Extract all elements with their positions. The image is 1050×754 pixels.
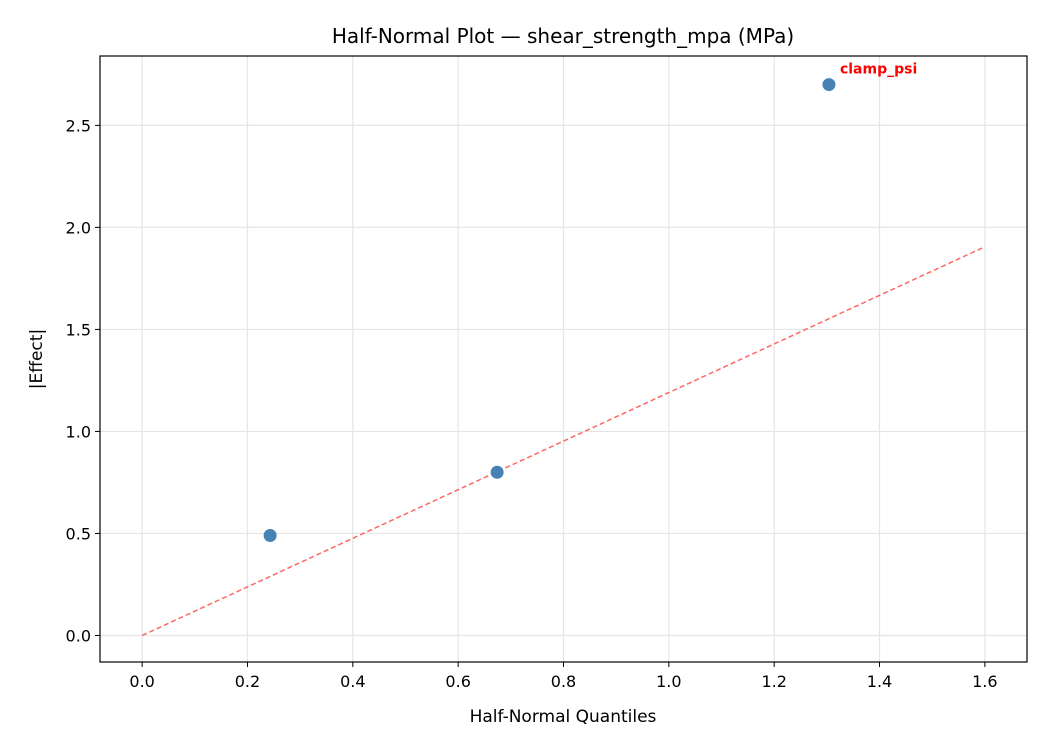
x-tick-label: 1.2	[761, 672, 786, 691]
y-tick-label: 0.5	[66, 524, 91, 543]
x-tick-label: 0.6	[445, 672, 470, 691]
x-tick-label: 1.0	[656, 672, 681, 691]
x-tick-label: 1.6	[972, 672, 997, 691]
chart-title: Half-Normal Plot — shear_strength_mpa (M…	[332, 24, 794, 48]
reference-line	[141, 246, 986, 637]
data-point	[822, 78, 836, 92]
y-tick-label: 2.0	[66, 218, 91, 237]
y-axis-label: |Effect|	[27, 329, 47, 389]
grid	[100, 56, 1027, 662]
x-tick-label: 0.2	[235, 672, 260, 691]
data-point	[490, 465, 504, 479]
y-axis: 0.0 0.5 1.0 1.5 2.0 2.5	[66, 116, 100, 645]
x-axis: 0.0 0.2 0.4 0.6 0.8 1.0 1.2 1.4 1.6	[129, 662, 998, 691]
y-tick-label: 0.0	[66, 626, 91, 645]
y-tick-label: 1.5	[66, 320, 91, 339]
reference-line-group	[141, 246, 986, 637]
x-tick-label: 0.0	[129, 672, 154, 691]
y-tick-label: 1.0	[66, 422, 91, 441]
x-tick-label: 1.4	[867, 672, 892, 691]
x-tick-label: 0.8	[551, 672, 576, 691]
points-group: clamp_psi	[263, 62, 917, 542]
point-annotation: clamp_psi	[840, 62, 917, 78]
x-tick-label: 0.4	[340, 672, 365, 691]
data-point	[263, 528, 277, 542]
y-tick-label: 2.5	[66, 116, 91, 135]
x-axis-label: Half-Normal Quantiles	[470, 707, 657, 727]
